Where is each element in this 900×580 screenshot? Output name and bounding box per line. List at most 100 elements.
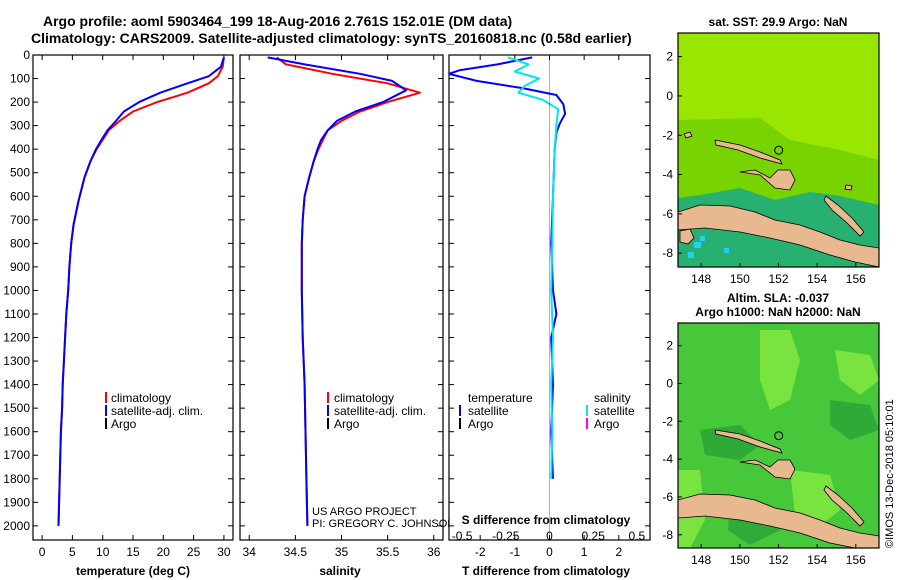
depth-tick-label: 1200 xyxy=(3,331,30,345)
sla-map-title: Altim. SLA: -0.037 xyxy=(727,291,829,305)
map-y-tick-label: -4 xyxy=(662,168,673,182)
x-tick-label: 5 xyxy=(69,545,76,559)
x-tick-label: 36 xyxy=(427,545,441,559)
depth-tick-label: 1900 xyxy=(3,495,30,509)
legend-salinity-header: salinity xyxy=(594,391,631,405)
depth-tick-label: 1300 xyxy=(3,354,30,368)
sla-land-solomons xyxy=(823,485,865,527)
salinity-x-ticks: 34 34.5 35 35.5 36 xyxy=(243,55,441,559)
x-tick-label: 20 xyxy=(157,545,171,559)
sst-land-new-britain xyxy=(739,169,796,191)
map-y-tick-label: -6 xyxy=(662,207,673,221)
series-line-satellite-adj-clim- xyxy=(267,56,408,526)
depth-tick-label: 800 xyxy=(10,236,30,250)
depth-tick-label: 100 xyxy=(10,72,30,86)
figure-title-line-2: Climatology: CARS2009. Satellite-adjuste… xyxy=(31,30,632,46)
credit-line-2: PI: GREGORY C. JOHNSON xyxy=(312,518,455,530)
x-tick-label: 0 xyxy=(546,545,553,559)
temperature-x-label: temperature (deg C) xyxy=(76,564,190,578)
legend-s-satellite-label: satellite xyxy=(594,404,635,418)
series-line-satellite-adj-clim- xyxy=(57,57,225,526)
sla-argo-marker xyxy=(774,431,784,441)
temperature-panel: 0100200300400500600700800900100011001200… xyxy=(3,48,234,578)
sla-land-new-ireland xyxy=(714,429,783,454)
legend-argo-label: Argo xyxy=(334,417,360,431)
salinity-axes-frame xyxy=(239,54,444,541)
s-diff-tick-label: -0.5 xyxy=(452,529,473,543)
map-x-tick-label: 156 xyxy=(846,553,866,567)
sla-map-ticks: 148 150 152 154 156 2 0 -2 -4 -6 -8 xyxy=(662,339,866,567)
legend-satellite-label: satellite-adj. clim. xyxy=(334,404,426,418)
salinity-y-ticks xyxy=(240,54,443,527)
difference-top-x-label: S difference from climatology xyxy=(462,513,631,527)
depth-tick-label: 1700 xyxy=(3,448,30,462)
map-y-tick-label: -4 xyxy=(662,452,673,466)
map-x-tick-label: 152 xyxy=(768,553,788,567)
depth-tick-label: 900 xyxy=(10,260,30,274)
temperature-lines xyxy=(57,57,225,526)
temperature-x-ticks: 0 5 10 15 20 25 30 xyxy=(39,55,231,559)
legend-s-argo-label: Argo xyxy=(594,417,620,431)
map-x-tick-label: 148 xyxy=(691,272,711,286)
x-tick-label: -2 xyxy=(475,545,486,559)
map-y-tick-label: -8 xyxy=(662,528,673,542)
x-tick-label: 2 xyxy=(615,545,622,559)
legend-argo-label: Argo xyxy=(111,417,137,431)
sla-map-body xyxy=(678,323,879,548)
map-y-tick-label: 0 xyxy=(666,377,673,391)
depth-tick-label: 1100 xyxy=(4,307,30,321)
map-x-tick-label: 154 xyxy=(807,272,827,286)
temperature-legend: climatology satellite-adj. clim. Argo xyxy=(105,391,203,431)
map-y-tick-label: -6 xyxy=(662,490,673,504)
map-x-tick-label: 150 xyxy=(730,553,750,567)
s-diff-tick-label: 0.5 xyxy=(629,529,646,543)
sst-map-panel: sat. SST: 29.9 Argo: NaN 148 150 152 154 156… xyxy=(662,15,880,286)
legend-t-satellite-label: satellite xyxy=(468,404,509,418)
x-tick-label: 10 xyxy=(96,545,110,559)
sst-land-new-ireland xyxy=(714,139,783,165)
legend-temperature-header: temperature xyxy=(468,391,533,405)
sst-map-ticks: 148 150 152 154 156 2 0 -2 -4 -6 -8 xyxy=(662,50,866,286)
map-x-tick-label: 152 xyxy=(768,272,788,286)
sst-map-title: sat. SST: 29.9 Argo: NaN xyxy=(709,15,848,29)
sla-map-panel: Altim. SLA: -0.037 Argo h1000: NaN h2000… xyxy=(662,291,880,567)
sla-map-subtitle: Argo h1000: NaN h2000: NaN xyxy=(695,305,860,319)
imos-stamp: ©IMOS 13-Dec-2018 05:10:01 xyxy=(884,399,896,548)
x-tick-label: 35 xyxy=(335,545,349,559)
map-x-tick-label: 150 xyxy=(730,272,750,286)
legend-satellite-label: satellite-adj. clim. xyxy=(111,404,203,418)
depth-ticks: 0 100 200 300 400 500 600 700 800 900 1000 1100 1200… xyxy=(3,48,233,533)
difference-panel: -2 -1 0 1 2-0.5 -0.25 0 0.25 0.5 T difference fr… xyxy=(448,54,651,578)
depth-tick-label: 0 xyxy=(23,48,30,62)
depth-tick-label: 600 xyxy=(10,189,30,203)
depth-tick-label: 700 xyxy=(10,213,30,227)
x-tick-label: 34.5 xyxy=(284,545,308,559)
s-diff-tick-label: 0.25 xyxy=(582,529,606,543)
series-line-salinity-satellite xyxy=(507,56,560,479)
depth-tick-label: 300 xyxy=(10,119,30,133)
sla-land-new-britain xyxy=(739,459,796,480)
temperature-axes-frame xyxy=(32,54,234,541)
sst-land-solomons xyxy=(823,195,865,237)
figure-title-line-1: Argo profile: aoml 5903464_199 18-Aug-20… xyxy=(43,13,512,29)
sla-land-new-guinea xyxy=(678,493,879,548)
map-y-tick-label: 0 xyxy=(666,89,673,103)
depth-tick-label: 1500 xyxy=(3,401,30,415)
difference-legend: temperature salinity satellite Argo sate… xyxy=(459,391,635,431)
depth-tick-label: 1800 xyxy=(3,472,30,486)
s-diff-tick-label: -0.25 xyxy=(492,529,520,543)
sst-land-new-guinea xyxy=(678,204,879,267)
difference-x-label: T difference from climatology xyxy=(462,564,630,578)
depth-tick-label: 1600 xyxy=(3,425,30,439)
legend-climatology-label: climatology xyxy=(111,391,171,405)
x-tick-label: 35.5 xyxy=(376,545,400,559)
map-x-tick-label: 148 xyxy=(691,553,711,567)
salinity-legend: climatology satellite-adj. clim. Argo xyxy=(327,391,426,431)
x-tick-label: 34 xyxy=(243,545,257,559)
salinity-lines xyxy=(267,56,421,526)
map-x-tick-label: 156 xyxy=(846,272,866,286)
sst-map-body xyxy=(678,33,879,267)
x-tick-label: 1 xyxy=(581,545,588,559)
difference-lines xyxy=(449,55,567,540)
